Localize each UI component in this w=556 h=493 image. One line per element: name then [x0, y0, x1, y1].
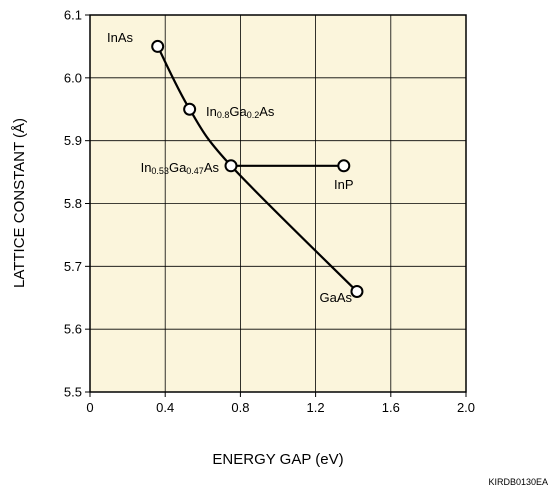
y-tick-label: 5.5: [64, 385, 82, 400]
x-tick-label: 0: [86, 400, 93, 415]
data-point-gaas: [350, 284, 364, 298]
y-tick-label: 5.7: [64, 259, 82, 274]
x-tick-label: 0.8: [231, 400, 249, 415]
label-in053ga047as: In0.53Ga0.47As: [141, 160, 220, 176]
x-tick-label: 0.4: [156, 400, 174, 415]
y-axis: 5.5 5.6 5.7 5.8 5.9 6.0 6.1: [64, 8, 90, 400]
y-tick-label: 6.1: [64, 8, 82, 23]
y-tick-label: 5.6: [64, 322, 82, 337]
label-inas: InAs: [107, 30, 134, 45]
label-in08ga02as: In0.8Ga0.2As: [206, 104, 275, 120]
data-point-inas: [151, 39, 165, 53]
y-axis-title: LATTICE CONSTANT (Å): [11, 118, 28, 288]
y-tick-label: 5.9: [64, 133, 82, 148]
data-point-in053ga047as: [224, 159, 238, 173]
series-lines: [156, 45, 358, 293]
x-tick-label: 1.6: [382, 400, 400, 415]
x-tick-label: 1.2: [307, 400, 325, 415]
y-tick-label: 5.8: [64, 196, 82, 211]
data-point-in08ga02as: [183, 102, 197, 116]
y-tick-label: 6.0: [64, 70, 82, 85]
figure-code: KIRDB0130EA: [488, 477, 548, 487]
data-points: [151, 39, 364, 298]
label-inp: InP: [334, 177, 354, 192]
label-gaas: GaAs: [319, 290, 352, 305]
series-line-ingaas: [156, 45, 358, 293]
grid: [89, 14, 467, 393]
x-axis: 0 0.4 0.8 1.2 1.6 2.0: [86, 392, 475, 415]
data-point-inp: [337, 159, 351, 173]
x-tick-label: 2.0: [457, 400, 475, 415]
x-axis-title: ENERGY GAP (eV): [212, 451, 343, 468]
